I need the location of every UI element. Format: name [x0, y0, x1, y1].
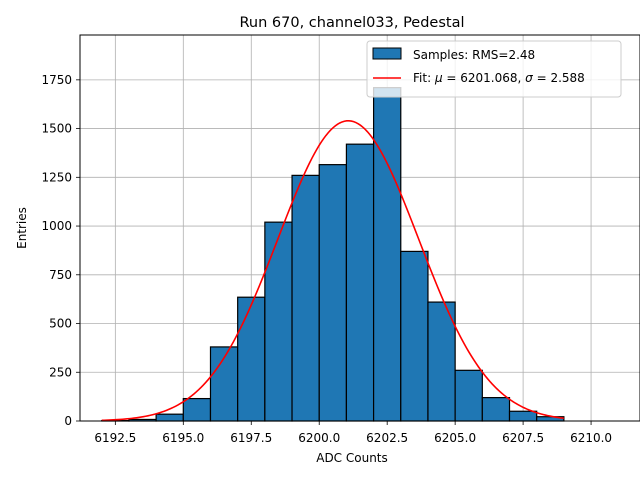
histogram-bars: [102, 88, 564, 421]
x-tick-label: 6200.0: [298, 431, 340, 445]
y-tick-label: 1250: [41, 170, 72, 184]
legend-samples-swatch: [373, 48, 401, 59]
legend-fit-prefix: Fit:: [413, 71, 435, 85]
x-axis-label: ADC Counts: [316, 451, 388, 465]
chart-title: Run 670, channel033, Pedestal: [239, 15, 464, 31]
y-axis-label: Entries: [15, 207, 29, 249]
histogram-bar: [401, 251, 428, 421]
histogram-bar: [346, 144, 373, 421]
legend-samples-label: Samples: RMS=2.48: [413, 48, 535, 62]
y-tick-label: 750: [49, 268, 72, 282]
legend-fit-label: Fit: μ = 6201.068, σ = 2.588: [413, 71, 585, 85]
histogram-bar: [183, 399, 210, 421]
x-tick-label: 6192.5: [94, 431, 136, 445]
histogram-bar: [482, 398, 509, 421]
legend: Samples: RMS=2.48 Fit: μ = 6201.068, σ =…: [367, 41, 621, 97]
legend-fit-suffix: = 2.588: [533, 71, 585, 85]
histogram-bar: [374, 88, 401, 421]
y-tick-label: 250: [49, 365, 72, 379]
y-tick-label: 500: [49, 317, 72, 331]
histogram-bar: [455, 370, 482, 421]
x-tick-label: 6210.0: [570, 431, 612, 445]
x-tick-label: 6195.0: [162, 431, 204, 445]
histogram-bar: [510, 411, 537, 421]
histogram-bar: [265, 222, 292, 421]
histogram-bar: [238, 297, 265, 421]
histogram-bar: [319, 165, 346, 421]
legend-fit-mu-symbol: μ: [434, 71, 443, 85]
histogram-bar: [428, 302, 455, 421]
x-tick-label: 6207.5: [502, 431, 544, 445]
y-tick-label: 1750: [41, 73, 72, 87]
y-tick-label: 0: [64, 414, 72, 428]
x-tick-label: 6202.5: [366, 431, 408, 445]
histogram-bar: [292, 175, 319, 421]
histogram-bar: [156, 414, 183, 421]
x-tick-label: 6197.5: [230, 431, 272, 445]
y-tick-label: 1000: [41, 219, 72, 233]
y-tick-label: 1500: [41, 122, 72, 136]
x-axis-ticks: 6192.5 6195.0 6197.5 6200.0 6202.5 6205.0 6207…: [94, 421, 612, 445]
legend-fit-mid: = 6201.068,: [443, 71, 526, 85]
x-tick-label: 6205.0: [434, 431, 476, 445]
y-axis-ticks: 0 250 500 750 1000 1250 1500 1750: [41, 73, 80, 428]
